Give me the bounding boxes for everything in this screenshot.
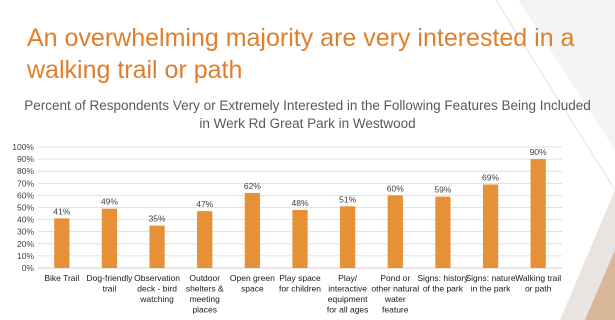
- x-tick-label: equipment: [328, 294, 368, 304]
- bar: [197, 211, 213, 268]
- x-tick-label: Bike Trail: [44, 273, 79, 283]
- y-tick-label: 100%: [12, 142, 34, 152]
- bar: [530, 159, 546, 268]
- x-tick-label: trail: [103, 284, 117, 294]
- x-tick-label: space: [241, 284, 264, 294]
- x-tick-label: water: [384, 294, 406, 304]
- x-tick-label: deck - bird: [137, 284, 177, 294]
- data-label: 49%: [101, 197, 118, 207]
- x-tick-label: Pond or: [380, 273, 410, 283]
- bar: [387, 195, 403, 268]
- x-tick-label: for children: [279, 284, 321, 294]
- x-tick-label: Signs: nature: [465, 273, 515, 283]
- data-label: 90%: [530, 147, 547, 157]
- bar: [482, 184, 499, 268]
- x-tick-label: interactive: [328, 284, 367, 294]
- x-tick-label: places: [192, 305, 217, 315]
- y-tick-label: 50%: [17, 203, 34, 213]
- bar: [244, 192, 260, 268]
- x-tick-label: Dog-friendly: [87, 273, 134, 283]
- y-tick-label: 20%: [17, 239, 34, 249]
- x-tick-label: Open green: [230, 273, 275, 283]
- x-tick-label: other natural: [371, 284, 419, 294]
- data-label: 35%: [149, 214, 166, 224]
- x-tick-label: of the park: [423, 284, 464, 294]
- y-tick-label: 80%: [17, 166, 34, 176]
- data-label: 62%: [244, 181, 261, 191]
- x-tick-label: or path: [525, 284, 552, 294]
- data-label: 47%: [196, 199, 213, 209]
- bar: [54, 218, 70, 268]
- x-tick-label: Outdoor: [189, 273, 220, 283]
- y-tick-label: 70%: [17, 178, 34, 188]
- x-tick-label: in the park: [471, 284, 511, 294]
- data-label: 51%: [339, 194, 356, 204]
- y-tick-label: 40%: [17, 215, 34, 225]
- x-tick-label: Play/: [338, 273, 358, 283]
- y-tick-label: 0%: [22, 263, 35, 273]
- bar: [340, 206, 356, 268]
- x-tick-label: Walking trail: [515, 273, 561, 283]
- data-label: 60%: [387, 183, 404, 193]
- x-tick-label: feature: [382, 305, 409, 315]
- chart-title: Percent of Respondents Very or Extremely…: [24, 98, 591, 131]
- y-tick-label: 30%: [17, 227, 34, 237]
- data-label: 48%: [291, 198, 308, 208]
- bar: [292, 209, 308, 268]
- x-tick-label: Observation: [134, 273, 180, 283]
- x-tick-label: shelters &: [186, 284, 224, 294]
- data-label: 41%: [53, 206, 70, 216]
- data-label: 69%: [482, 173, 499, 183]
- y-tick-label: 10%: [17, 251, 34, 261]
- x-tick-label: meeting: [190, 294, 221, 304]
- y-tick-label: 60%: [17, 190, 34, 200]
- slide-title: An overwhelming majority are very intere…: [27, 24, 575, 84]
- x-tick-label: Signs: history: [417, 273, 469, 283]
- x-tick-label: for all ages: [327, 305, 369, 315]
- x-tick-label: watching: [139, 294, 174, 304]
- bar: [101, 208, 118, 268]
- x-tick-label: Play space: [279, 273, 321, 283]
- bar: [149, 225, 165, 268]
- y-tick-label: 90%: [17, 154, 34, 164]
- bar: [435, 196, 451, 268]
- data-label: 59%: [434, 185, 451, 195]
